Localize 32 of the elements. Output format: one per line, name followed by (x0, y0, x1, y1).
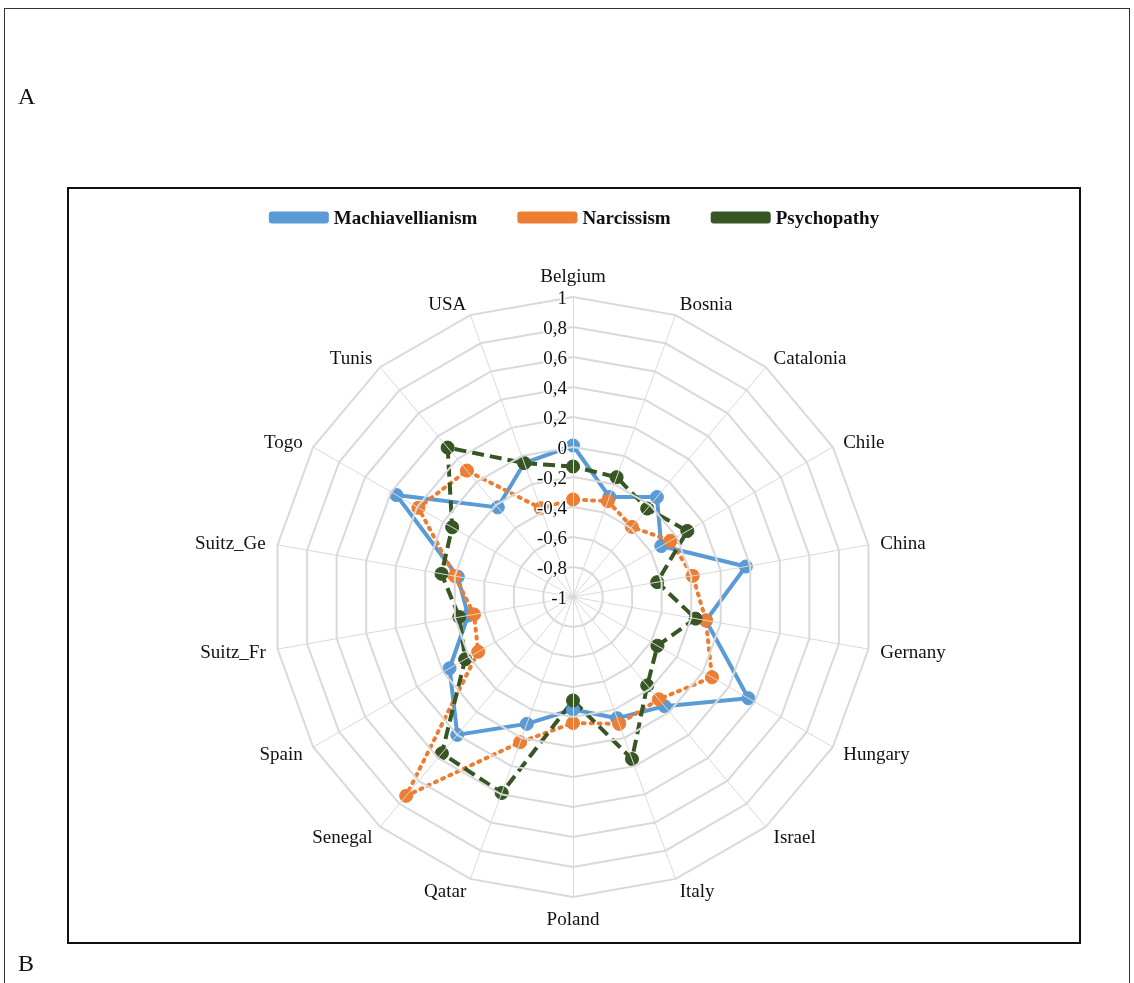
y-tick-label: 0,8 (543, 316, 567, 338)
spoke-label: Tunis (329, 347, 373, 369)
spoke-label: Suitz_Fr (200, 640, 267, 662)
spoke-label: Catalonia (773, 347, 847, 369)
spoke-label: Hungary (843, 742, 911, 764)
y-tick-label: -0,2 (536, 466, 567, 488)
legend-label: Machiavellianism (333, 207, 478, 228)
spoke-label: Belgium (540, 265, 606, 286)
legend-label: Psychopathy (775, 207, 880, 228)
spoke-label: Togo (264, 430, 303, 452)
text: B (18, 950, 35, 977)
y-tick-label: 0,2 (543, 406, 567, 428)
y-tick-label: -1 (551, 586, 567, 608)
spoke-label: Israel (773, 825, 816, 847)
y-tick-label: 0,6 (543, 346, 567, 368)
spoke-label: Spain (259, 742, 304, 764)
spoke-label: USA (428, 293, 467, 315)
y-tick-label: -0,8 (536, 556, 567, 578)
spoke-label: Chile (843, 430, 885, 452)
spoke-label: Poland (546, 908, 600, 929)
y-tick-label: 1 (557, 286, 567, 308)
spoke-label: China (880, 532, 927, 554)
spoke-label: Senegal (312, 825, 373, 847)
spoke-label: Qatar (424, 879, 467, 901)
spoke-label: Suitz_Ge (195, 532, 266, 554)
y-tick-label: -0,6 (536, 526, 567, 548)
spoke-label: Italy (679, 879, 716, 901)
spoke-label: Bosnia (679, 293, 734, 315)
y-tick-label: 0,4 (543, 376, 568, 398)
text: A (18, 83, 36, 110)
legend-label: Narcissism (582, 207, 671, 228)
spoke-label: Gernany (880, 640, 947, 662)
